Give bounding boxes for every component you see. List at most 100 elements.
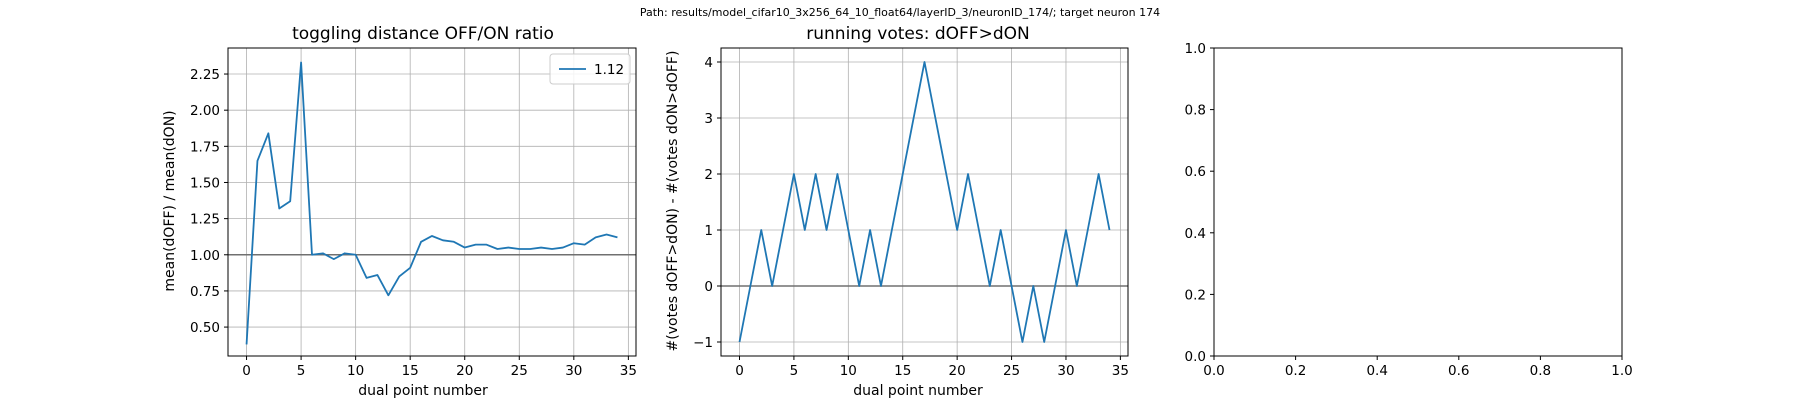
ratio-chart-panel: toggling distance OFF/ON ratio dual poin…	[162, 24, 637, 399]
ratio-chart-data-point	[256, 160, 258, 162]
votes-chart-data-point	[771, 285, 773, 287]
votes-chart-xtick-label: 20	[949, 363, 966, 379]
ratio-chart-data-point	[529, 248, 531, 250]
ratio-chart-xtick-label: 30	[565, 363, 582, 379]
ratio-chart-data-point	[409, 267, 411, 269]
votes-chart-data-point	[1076, 285, 1078, 287]
ratio-chart-series-line	[245, 61, 618, 345]
votes-chart-xtick-label: 30	[1057, 363, 1074, 379]
ratio-chart-data-point	[322, 252, 324, 254]
ratio-chart-ytick-label: 1.75	[190, 139, 220, 155]
ratio-chart-data-point	[300, 61, 302, 63]
empty-chart-ytick-label: 0.4	[1185, 226, 1206, 242]
ratio-chart-ytick-label: 0.75	[190, 284, 220, 300]
votes-chart-data-point	[956, 229, 958, 231]
ratio-chart-ylabel: mean(dOFF) / mean(dON)	[162, 110, 178, 291]
votes-chart-data-point	[1043, 341, 1045, 343]
votes-chart-data-point	[1108, 229, 1110, 231]
votes-chart-data-point	[1065, 229, 1067, 231]
figure-suptitle: Path: results/model_cifar10_3x256_64_10_…	[640, 6, 1160, 19]
votes-chart-data-point	[836, 173, 838, 175]
votes-chart-data-point	[967, 173, 969, 175]
ratio-chart-xtick-label: 0	[242, 363, 251, 379]
ratio-chart-data-point	[540, 246, 542, 248]
empty-chart-panel: 0.0 0.2 0.4 0.6 0.8 1.0 0.0 0.2 0.4 0.6 0.8 1.0	[1185, 41, 1633, 379]
ratio-chart-ytick-label: 1.50	[190, 175, 220, 191]
ratio-chart-data-point	[485, 243, 487, 245]
ratio-chart-data-point	[278, 207, 280, 209]
ratio-chart-data-point	[398, 275, 400, 277]
ratio-chart-data-point	[464, 246, 466, 248]
votes-chart-data-point	[891, 229, 893, 231]
ratio-chart-xtick-label: 35	[620, 363, 637, 379]
ratio-chart-data-point	[453, 241, 455, 243]
votes-chart-data-point	[1097, 173, 1099, 175]
votes-chart-data-point	[760, 229, 762, 231]
ratio-chart-xtick-label: 10	[347, 363, 364, 379]
ratio-chart-legend-label: 1.12	[594, 62, 624, 78]
ratio-chart-data-point	[605, 233, 607, 235]
ratio-chart-data-point	[518, 248, 520, 250]
votes-chart-data-point	[738, 341, 740, 343]
votes-chart-data-point	[1054, 285, 1056, 287]
votes-chart-data-point	[978, 229, 980, 231]
votes-chart-data-point	[804, 229, 806, 231]
votes-chart-title: running votes: dOFF>dON	[806, 24, 1029, 44]
ratio-chart-legend: 1.12	[549, 53, 631, 85]
ratio-chart-data-point	[594, 236, 596, 238]
ratio-chart-legend-box	[549, 53, 631, 85]
votes-chart-data-point	[793, 173, 795, 175]
ratio-chart-ytick-label: 2.00	[190, 103, 220, 119]
votes-chart-ytick-label: 4	[704, 55, 713, 71]
votes-chart-data-point	[923, 61, 925, 63]
ratio-chart-data-point	[573, 242, 575, 244]
votes-chart-data-point	[880, 285, 882, 287]
ratio-chart-data-point	[584, 243, 586, 245]
votes-chart-xtick-label: 35	[1112, 363, 1129, 379]
empty-chart-xtick-label: 0.4	[1366, 363, 1387, 379]
votes-chart-data-point	[847, 229, 849, 231]
empty-chart-ytick-label: 0.0	[1185, 349, 1206, 365]
votes-chart-data-point	[934, 117, 936, 119]
ratio-chart-ytick-label: 1.00	[190, 248, 220, 264]
votes-chart-xtick-label: 0	[735, 363, 744, 379]
votes-chart-data-point	[1010, 285, 1012, 287]
ratio-chart-data-point	[311, 254, 313, 256]
votes-chart-data-point	[825, 229, 827, 231]
ratio-chart-data-point	[442, 239, 444, 241]
votes-chart-series-line	[738, 61, 1111, 343]
empty-chart-ytick-label: 1.0	[1185, 41, 1206, 57]
ratio-chart-xtick-label: 15	[402, 363, 419, 379]
ratio-chart-data-point	[354, 254, 356, 256]
votes-chart-data-point	[1021, 341, 1023, 343]
votes-chart-data-point	[989, 285, 991, 287]
ratio-chart-data-point	[562, 246, 564, 248]
ratio-chart-xlabel: dual point number	[358, 383, 488, 399]
empty-chart-ytick-label: 0.8	[1185, 103, 1206, 119]
empty-chart-xtick-label: 0.8	[1530, 363, 1551, 379]
ratio-chart-data-point	[245, 343, 247, 345]
votes-chart-data-point	[782, 229, 784, 231]
ratio-chart-data-point	[289, 200, 291, 202]
ratio-chart-data-point	[344, 252, 346, 254]
ratio-chart-xtick-label: 5	[297, 363, 306, 379]
ratio-chart-ytick-label: 0.50	[190, 320, 220, 336]
ratio-chart-data-point	[474, 243, 476, 245]
votes-chart-data-point	[999, 229, 1001, 231]
ratio-chart-data-point	[376, 274, 378, 276]
votes-chart-ytick-label: 1	[704, 223, 713, 239]
empty-chart-xtick-label: 0.2	[1285, 363, 1306, 379]
ratio-chart-data-point	[333, 258, 335, 260]
ratio-chart-xtick-label: 25	[511, 363, 528, 379]
ratio-chart-data-point	[365, 277, 367, 279]
votes-chart-xtick-label: 15	[894, 363, 911, 379]
ratio-chart-data-point	[387, 294, 389, 296]
ratio-chart-data-point	[507, 246, 509, 248]
ratio-chart-title: toggling distance OFF/ON ratio	[292, 24, 554, 44]
votes-chart-ytick-label: −1	[693, 335, 713, 351]
votes-chart-ytick-label: 3	[704, 111, 713, 127]
votes-chart-data-point	[1032, 285, 1034, 287]
ratio-chart-data-point	[496, 248, 498, 250]
empty-chart-xtick-label: 0.0	[1203, 363, 1224, 379]
